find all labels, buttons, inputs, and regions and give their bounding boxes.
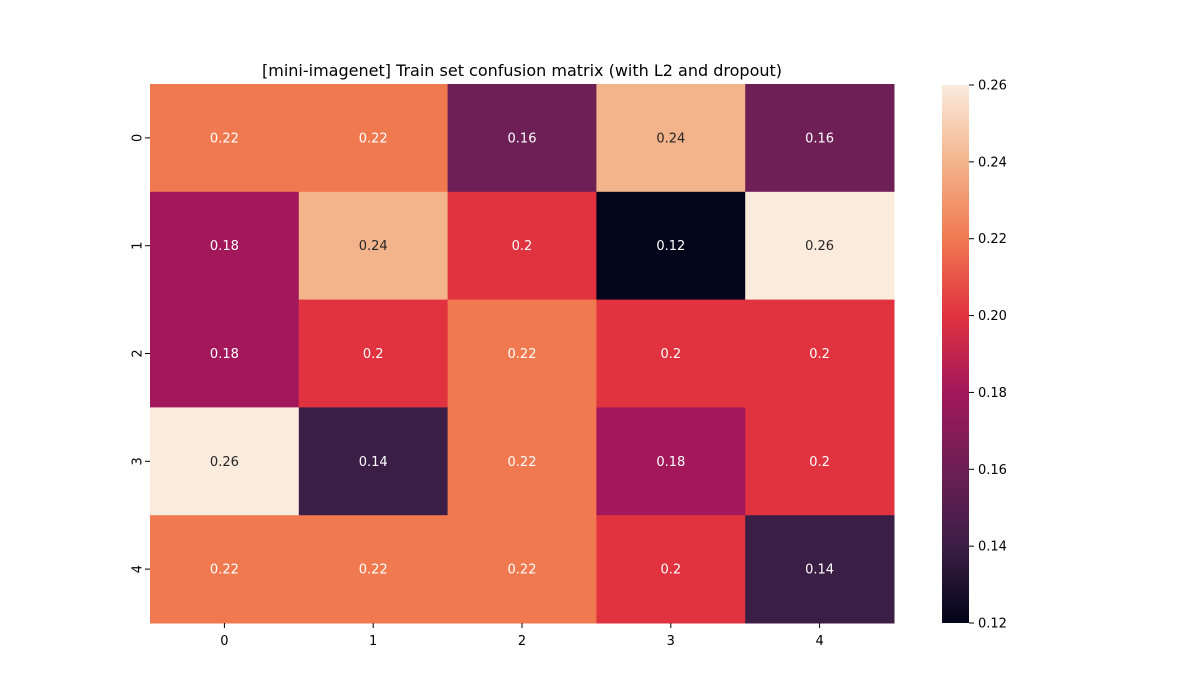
heatmap-cell-label: 0.24 [359,239,388,254]
heatmap-cell [447,299,597,408]
heatmap-cell-label: 0.26 [210,455,239,470]
heatmap-cells [150,84,895,624]
y-tick-label: 1 [131,242,146,250]
y-tick-label: 4 [131,565,146,573]
x-tick-label: 4 [815,634,823,649]
heatmap-cell-label: 0.22 [359,131,388,146]
heatmap-cell [298,515,449,624]
heatmap-cell-label: 0.18 [656,455,685,470]
x-axis: 0 1 2 3 4 [220,623,824,649]
heatmap-cell [298,299,449,408]
y-axis: 0 1 2 3 4 [131,134,150,573]
heatmap-cell [447,191,597,301]
heatmap-cell [298,84,449,193]
heatmap-cell [150,299,300,408]
heatmap-cell-label: 0.2 [512,239,533,254]
heatmap-cell-label: 0.2 [660,563,681,578]
x-tick-label: 2 [518,634,526,649]
heatmap-cell-label: 0.22 [508,455,537,470]
heatmap-cell-label: 0.16 [508,131,537,146]
x-tick-label: 0 [220,634,228,649]
heatmap-cell [298,191,449,301]
colorbar-tick-label: 0.18 [978,386,1007,401]
x-tick-label: 1 [369,634,377,649]
heatmap-cell-label: 0.12 [656,239,685,254]
heatmap-cell-labels: 0.22 0.22 0.16 0.24 0.16 0.18 0.24 0.2 0.12 0.26 0… [210,131,834,577]
heatmap-cell [596,515,746,624]
x-tick-label: 3 [667,634,675,649]
colorbar-tick-label: 0.24 [978,155,1007,170]
heatmap-cell-label: 0.22 [508,347,537,362]
heatmap-cell [150,191,300,301]
heatmap-cell-label: 0.18 [210,347,239,362]
heatmap-cell-label: 0.2 [363,347,384,362]
colorbar-tick-label: 0.16 [978,463,1007,478]
colorbar: 0.26 0.24 0.22 0.20 0.18 0.16 0.14 0.12 [942,79,1007,632]
heatmap-cell [447,407,597,516]
chart-title: [mini-imagenet] Train set confusion matr… [262,61,782,80]
colorbar-tick-label: 0.26 [978,79,1007,94]
heatmap-cell [745,515,895,624]
heatmap-cell [596,191,746,301]
heatmap-cell [298,407,449,516]
heatmap-cell-label: 0.14 [805,563,834,578]
heatmap-cell [596,299,746,408]
heatmap-cell-label: 0.18 [210,239,239,254]
heatmap-cell-label: 0.22 [508,563,537,578]
heatmap-cell [745,84,895,193]
heatmap-cell-label: 0.2 [809,455,830,470]
colorbar-tick-label: 0.12 [978,617,1007,632]
heatmap-cell [745,191,895,301]
y-tick-label: 3 [131,457,146,465]
y-tick-label: 2 [131,349,146,357]
heatmap-cell [596,407,746,516]
heatmap-cell [447,84,597,193]
colorbar-tick-label: 0.14 [978,540,1007,555]
heatmap-cell-label: 0.24 [656,131,685,146]
colorbar-tick-label: 0.20 [978,309,1007,324]
heatmap-cell [596,84,746,193]
heatmap-cell [745,407,895,516]
heatmap-cell [150,407,300,516]
heatmap-cell-label: 0.16 [805,131,834,146]
heatmap-cell-label: 0.14 [359,455,388,470]
y-tick-label: 0 [131,134,146,142]
heatmap-cell-label: 0.22 [210,131,239,146]
heatmap-cell [150,515,300,624]
heatmap-cell-label: 0.22 [359,563,388,578]
colorbar-tick-label: 0.22 [978,232,1007,247]
heatmap-cell [745,299,895,408]
heatmap-cell-label: 0.2 [660,347,681,362]
heatmap-cell [447,515,597,624]
heatmap-cell-label: 0.2 [809,347,830,362]
heatmap-cell [150,84,300,193]
heatmap-cell-label: 0.22 [210,563,239,578]
colorbar-gradient [942,85,969,623]
heatmap-cell-label: 0.26 [805,239,834,254]
